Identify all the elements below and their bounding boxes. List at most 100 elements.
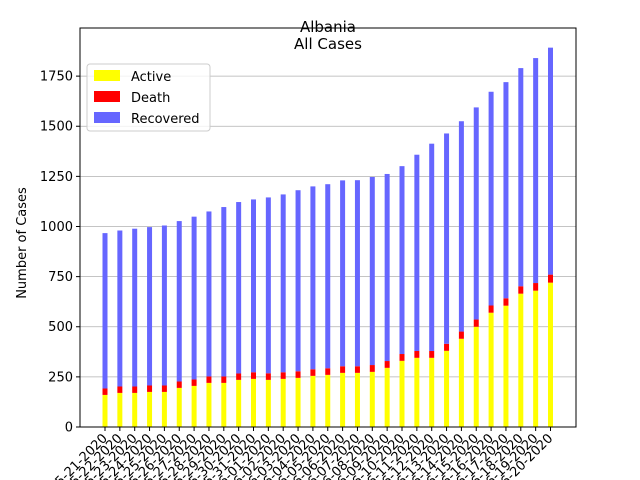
bar-recovered [132, 228, 138, 387]
bar-recovered [191, 216, 197, 380]
bar-recovered [147, 227, 153, 386]
bar-death [117, 386, 123, 393]
bar-active [354, 372, 360, 427]
bar-active [221, 382, 227, 427]
bar-death [548, 274, 553, 283]
bar-active [414, 357, 420, 427]
legend-label-active: Active [131, 70, 171, 85]
y-tick-label: 1000 [40, 220, 73, 235]
legend-swatch-recovered [94, 112, 120, 123]
bar-recovered [518, 68, 524, 287]
bar-death [414, 351, 420, 358]
bar-recovered [176, 221, 182, 382]
bar-recovered [206, 211, 212, 377]
bar-death [265, 373, 271, 380]
bar-death [429, 351, 435, 358]
bar-recovered [384, 173, 390, 362]
bar-active [102, 394, 108, 427]
bar-active [325, 374, 331, 427]
legend-label-death: Death [131, 91, 170, 106]
bar-recovered [503, 82, 509, 299]
bar-death [206, 376, 212, 383]
y-axis-title: Number of Cases [15, 187, 30, 299]
bar-active [117, 392, 123, 427]
bar-recovered [458, 121, 464, 332]
bar-active [518, 293, 524, 427]
bar-active [444, 350, 450, 427]
bar-active [473, 326, 479, 427]
bar-active [236, 379, 242, 427]
bar-death [503, 298, 509, 306]
bar-recovered [280, 194, 286, 373]
y-tick-label: 1500 [40, 120, 73, 135]
bar-active [265, 379, 271, 427]
bar-active [295, 377, 301, 427]
bar-death [444, 343, 450, 351]
bar-active [310, 375, 316, 427]
bar-recovered [429, 143, 435, 352]
bar-recovered [340, 180, 346, 367]
y-tick-label: 1250 [40, 170, 73, 185]
bars [102, 47, 553, 427]
y-tick-label: 0 [65, 421, 73, 436]
bar-death [221, 376, 227, 383]
bar-recovered [161, 225, 167, 386]
bar-death [102, 388, 108, 395]
bar-active [340, 372, 346, 427]
legend: Active Death Recovered [86, 63, 211, 132]
bar-active [280, 378, 286, 427]
bar-death [384, 361, 390, 368]
bar-death [518, 286, 524, 294]
bar-recovered [444, 133, 450, 344]
bar-active [488, 312, 494, 427]
y-tick-label: 1750 [40, 70, 73, 85]
x-ticks: 05-21-202005-22-202005-23-202005-24-2020… [47, 427, 556, 480]
bar-death [191, 379, 197, 386]
bar-death [310, 369, 316, 376]
bar-recovered [325, 184, 331, 369]
bar-recovered [236, 202, 242, 374]
bar-active [548, 282, 553, 427]
bar-recovered [221, 207, 227, 377]
legend-label-recovered: Recovered [131, 112, 200, 127]
bar-recovered [414, 154, 420, 352]
bar-death [147, 385, 153, 392]
bar-active [191, 385, 197, 427]
bar-recovered [265, 197, 271, 374]
bar-death [473, 319, 479, 327]
bar-active [503, 305, 509, 427]
bar-active [429, 357, 435, 427]
bar-recovered [310, 186, 316, 370]
y-ticks: 0 250 500 750 1000 1250 1500 1750 [40, 70, 80, 436]
chart-title: Albania [300, 18, 356, 36]
bar-recovered [488, 91, 494, 306]
bar-death [325, 368, 331, 375]
bar-recovered [369, 176, 375, 366]
bar-recovered [102, 233, 108, 389]
bar-death [132, 386, 138, 393]
bar-active [384, 367, 390, 427]
bar-death [369, 365, 375, 372]
bar-death [354, 366, 360, 373]
bar-active [206, 382, 212, 427]
bar-death [236, 373, 242, 380]
bar-death [295, 371, 301, 378]
bar-death [161, 385, 167, 392]
y-tick-label: 500 [48, 320, 73, 335]
bar-recovered [548, 47, 553, 275]
bar-recovered [117, 230, 123, 387]
bar-active [251, 378, 256, 427]
y-tick-label: 250 [48, 370, 73, 385]
legend-swatch-active [94, 70, 120, 81]
bar-active [399, 360, 405, 427]
bar-death [458, 331, 464, 339]
bar-active [458, 338, 464, 427]
bar-active [176, 387, 182, 427]
bar-death [280, 372, 286, 379]
bar-death [533, 283, 539, 291]
chart-subtitle: All Cases [294, 35, 362, 53]
y-tick-label: 750 [48, 270, 73, 285]
bar-active [161, 391, 167, 427]
bar-death [251, 372, 256, 379]
